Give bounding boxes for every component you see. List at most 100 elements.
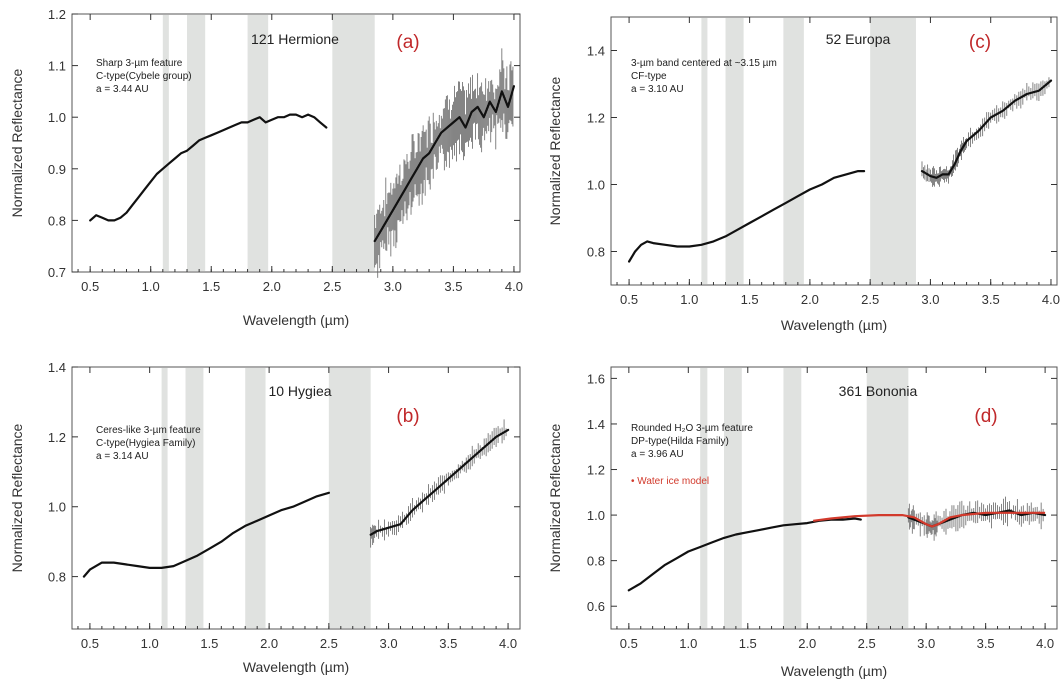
absorption-band xyxy=(783,368,802,628)
y-tick-label: 1.2 xyxy=(48,430,66,445)
y-tick-label: 1.6 xyxy=(587,371,605,386)
x-axis-title: Wavelength (µm) xyxy=(781,663,887,679)
x-tick-label: 4.0 xyxy=(1036,636,1054,651)
spectrum-series xyxy=(373,85,515,243)
y-tick-label: 1.4 xyxy=(48,360,66,375)
annotation-line: Rounded H₂O 3-µm feature xyxy=(631,423,753,434)
y-axis-title: Normalized Reflectance xyxy=(547,423,563,572)
spectrum-series xyxy=(920,79,1053,179)
x-tick-label: 4.0 xyxy=(1042,292,1060,307)
y-axis-title: Normalized Reflectance xyxy=(9,68,25,217)
panel-label: (d) xyxy=(974,406,997,427)
annotation-line: CF-type xyxy=(631,71,667,82)
x-axis-title: Wavelength (µm) xyxy=(243,659,349,675)
y-tick-label: 1.1 xyxy=(48,59,66,74)
absorption-band xyxy=(161,368,168,628)
absorption-band xyxy=(185,368,204,628)
absorption-band xyxy=(866,368,909,628)
x-tick-label: 2.5 xyxy=(323,279,341,294)
panel-label: (a) xyxy=(396,32,419,53)
x-tick-label: 0.5 xyxy=(81,279,99,294)
x-tick-label: 1.0 xyxy=(141,636,159,651)
x-tick-label: 0.5 xyxy=(81,636,99,651)
object-name: 52 Europa xyxy=(826,31,891,47)
spectrum-series xyxy=(82,491,330,578)
x-tick-label: 3.0 xyxy=(917,636,935,651)
y-tick-label: 1.0 xyxy=(587,508,605,523)
y-tick-label: 1.0 xyxy=(48,110,66,125)
chart-panel-c: 0.5 1.0 1.5 2.0 2.5 3.0 3.5 4.0 0.8 1.0 1.2 1.4 Wave… xyxy=(547,16,1060,333)
x-tick-label: 3.0 xyxy=(921,292,939,307)
y-tick-label: 0.8 xyxy=(48,213,66,228)
x-tick-label: 1.5 xyxy=(741,292,759,307)
x-tick-label: 3.0 xyxy=(380,636,398,651)
x-tick-label: 2.0 xyxy=(801,292,819,307)
annotation-line: 3-µm band centered at ~3.15 µm xyxy=(631,58,777,69)
x-tick-label: 1.0 xyxy=(142,279,160,294)
legend-water-ice-model: • Water ice model xyxy=(631,476,709,487)
annotation-line: Sharp 3-µm feature xyxy=(96,58,183,69)
annotation-line: C-type(Cybele group) xyxy=(96,71,192,82)
x-tick-label: 4.0 xyxy=(499,636,517,651)
x-tick-label: 2.5 xyxy=(320,636,338,651)
x-axis-title: Wavelength (µm) xyxy=(243,312,349,328)
object-name: 10 Hygiea xyxy=(268,383,331,399)
absorption-band xyxy=(247,15,269,271)
plot-frame xyxy=(71,366,521,630)
y-tick-label: 1.0 xyxy=(48,500,66,515)
y-tick-label: 0.8 xyxy=(48,570,66,585)
y-tick-label: 0.9 xyxy=(48,162,66,177)
y-tick-label: 0.6 xyxy=(587,599,605,614)
x-tick-label: 2.0 xyxy=(263,279,281,294)
y-tick-label: 1.0 xyxy=(587,178,605,193)
chart-panel-a: 0.5 1.0 1.5 2.0 2.5 3.0 3.5 4.0 0.7 0.8 0.9 1.0 1.1 1… xyxy=(9,7,523,328)
spectrum-series xyxy=(627,517,862,592)
x-tick-label: 0.5 xyxy=(620,636,638,651)
absorption-band xyxy=(725,18,744,284)
x-tick-label: 1.5 xyxy=(200,636,218,651)
x-tick-label: 3.5 xyxy=(439,636,457,651)
y-tick-label: 1.2 xyxy=(587,111,605,126)
x-tick-label: 2.5 xyxy=(861,292,879,307)
annotation-line: a = 3.96 AU xyxy=(631,449,684,460)
absorption-band xyxy=(245,368,266,628)
y-tick-label: 1.4 xyxy=(587,417,605,432)
annotation-line: a = 3.14 AU xyxy=(96,451,149,462)
annotation-line: a = 3.10 AU xyxy=(631,84,684,95)
x-tick-label: 2.0 xyxy=(798,636,816,651)
annotation-line: C-type(Hygiea Family) xyxy=(96,438,195,449)
x-tick-label: 1.0 xyxy=(679,636,697,651)
object-name: 121 Hermione xyxy=(251,31,339,47)
x-tick-label: 3.5 xyxy=(982,292,1000,307)
water-ice-model-line xyxy=(813,511,1046,528)
y-tick-label: 0.8 xyxy=(587,554,605,569)
x-tick-label: 1.5 xyxy=(739,636,757,651)
spectrum-series xyxy=(369,428,510,536)
annotation-line: a = 3.44 AU xyxy=(96,84,149,95)
x-tick-label: 2.0 xyxy=(260,636,278,651)
x-tick-label: 1.0 xyxy=(680,292,698,307)
x-tick-label: 3.5 xyxy=(444,279,462,294)
absorption-band xyxy=(332,15,375,271)
absorption-band xyxy=(870,18,916,284)
spectrum-series xyxy=(628,170,866,263)
absorption-band xyxy=(328,368,371,628)
x-tick-label: 4.0 xyxy=(505,279,523,294)
x-tick-label: 3.5 xyxy=(977,636,995,651)
absorption-band xyxy=(783,18,804,284)
annotation-line: Ceres-like 3-µm feature xyxy=(96,425,201,436)
absorption-band xyxy=(701,18,708,284)
absorption-band xyxy=(700,368,708,628)
y-axis-title: Normalized Reflectance xyxy=(547,76,563,225)
x-tick-label: 2.5 xyxy=(858,636,876,651)
y-tick-label: 0.7 xyxy=(48,265,66,280)
y-tick-label: 0.8 xyxy=(587,245,605,260)
x-tick-label: 1.5 xyxy=(202,279,220,294)
y-tick-label: 1.2 xyxy=(587,463,605,478)
x-tick-label: 0.5 xyxy=(620,292,638,307)
absorption-band xyxy=(162,15,169,271)
plot-frame xyxy=(71,13,521,273)
panel-label: (c) xyxy=(969,32,991,53)
chart-panel-d: 0.5 1.0 1.5 2.0 2.5 3.0 3.5 4.0 0.6 0.8 1.0 1.2 1.4 1… xyxy=(547,366,1058,679)
